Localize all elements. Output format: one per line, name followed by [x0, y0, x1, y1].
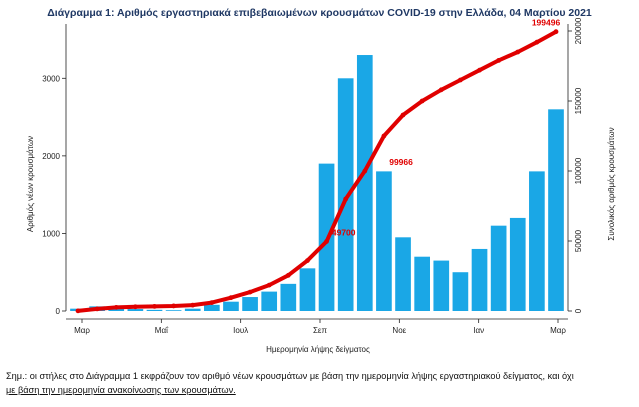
bar	[127, 309, 144, 311]
line-point	[228, 295, 234, 301]
note-line-2: με βάση την ημερομηνία ανακοίνωσης των κ…	[6, 385, 236, 395]
y-axis-title: Αριθμός νέων κρουσμάτων	[26, 136, 35, 232]
line-point	[132, 304, 138, 310]
line-point	[190, 302, 196, 308]
bar	[452, 272, 469, 311]
chart-title: Διάγραμμα 1: Αριθμός εργαστηριακά επιβεβ…	[47, 7, 592, 19]
line-point	[285, 272, 291, 278]
chart-axes	[62, 24, 572, 323]
chart: 0 1000 2000 3000 0 50000 100000 150000 200000 Μαρ…	[26, 17, 616, 354]
line-point	[496, 58, 502, 63]
chart-labels: 0 1000 2000 3000 0 50000 100000 150000 200000 Μαρ…	[42, 17, 583, 335]
y-tick-label: 1000	[42, 229, 60, 238]
bar	[395, 237, 411, 311]
line-point	[400, 112, 406, 118]
line-point	[458, 77, 463, 83]
y2-tick-label: 0	[574, 308, 583, 313]
bar	[356, 55, 373, 312]
bar	[261, 291, 278, 311]
line-point	[438, 87, 444, 93]
bar	[146, 309, 163, 311]
annotation-label: 49700	[332, 227, 356, 237]
bar	[204, 304, 220, 311]
bar	[414, 256, 430, 311]
x-tick-label: Ιαν	[473, 326, 484, 335]
bar	[337, 78, 354, 311]
x-tick-label: Σεπ	[313, 326, 328, 335]
y-tick-label: 0	[56, 307, 61, 316]
line-point	[515, 49, 521, 55]
bar-series	[70, 55, 564, 312]
x-tick-label: Νοε	[392, 326, 406, 335]
line-point	[171, 303, 177, 309]
line-point	[381, 133, 387, 139]
bar	[509, 217, 526, 311]
y-tick-label: 3000	[42, 74, 60, 83]
note-line-1: Σημ.: οι στήλες στο Διάγραμμα 1 εκφράζου…	[6, 371, 574, 381]
y2-tick-label: 150000	[574, 87, 583, 114]
x-tick-label: Μαΐ	[155, 326, 169, 335]
bar	[490, 225, 507, 311]
line-point	[113, 304, 119, 310]
bar	[165, 310, 182, 311]
line-point	[209, 300, 215, 305]
line-point	[477, 67, 482, 73]
line-point	[419, 98, 425, 104]
annotation-label: 99966	[389, 157, 413, 167]
bar	[223, 301, 239, 311]
line-point	[343, 196, 349, 202]
cumulative-line	[76, 29, 558, 313]
bar	[471, 248, 488, 311]
line-point	[305, 258, 310, 263]
y2-axis-title: Συνολικός αριθμός κρουσμάτων	[607, 127, 616, 240]
y2-tick-label: 200000	[574, 17, 583, 44]
bar	[242, 297, 258, 311]
line-point	[324, 239, 329, 244]
bar	[529, 171, 545, 311]
line-point	[94, 306, 100, 312]
y2-tick-label: 50000	[574, 229, 583, 252]
bar	[184, 308, 201, 311]
bar	[433, 260, 450, 311]
bar	[280, 283, 297, 311]
line-point	[534, 39, 540, 45]
chart-note: Σημ.: οι στήλες στο Διάγραμμα 1 εκφράζου…	[6, 369, 636, 397]
bar	[299, 268, 316, 311]
line-point	[75, 308, 81, 314]
bar	[376, 171, 392, 311]
y2-tick-label: 100000	[574, 157, 583, 184]
x-tick-label: Ιουλ	[233, 326, 248, 335]
line-point	[266, 282, 272, 288]
x-tick-label: Μαρ	[74, 326, 90, 335]
cumulative-line-series	[75, 29, 559, 314]
line-point	[152, 303, 157, 309]
annotation-label: 199496	[532, 18, 561, 28]
line-point	[247, 289, 253, 295]
line-point	[553, 29, 559, 35]
x-tick-label: Μαρ	[550, 326, 566, 335]
bar	[548, 109, 564, 311]
line-point	[362, 168, 368, 174]
y-tick-label: 2000	[42, 152, 60, 161]
x-axis-title: Ημερομηνία λήψης δείγματος	[266, 345, 370, 354]
